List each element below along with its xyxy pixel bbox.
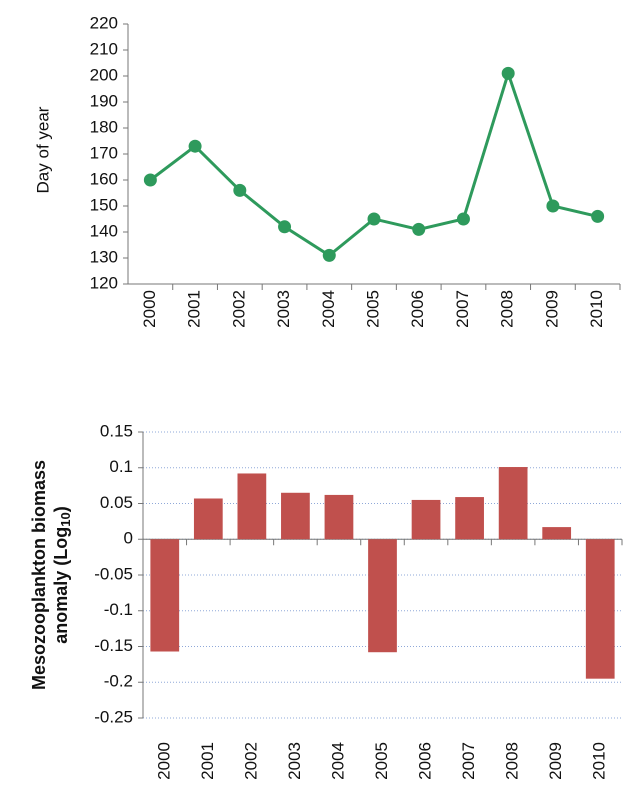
label-subscript: 10: [58, 512, 73, 526]
bar: [411, 499, 441, 540]
line: [149, 68, 598, 258]
x-tick-label: 2008: [503, 742, 522, 780]
y-tick-label: 170: [90, 143, 118, 162]
x-tick-label: 2001: [198, 742, 217, 780]
bar: [324, 494, 354, 540]
point: [322, 248, 336, 262]
y-tick-label: 0: [124, 529, 133, 548]
point: [367, 212, 381, 226]
y-axis-label: Day of year: [33, 106, 52, 193]
bar: [193, 498, 223, 540]
y-tick-label: 210: [90, 39, 118, 58]
point: [412, 222, 426, 236]
y-tick-label: 220: [90, 13, 118, 32]
x-tick-label: 2003: [274, 290, 293, 328]
bar: [368, 539, 397, 653]
y-tick-label: 130: [90, 247, 118, 266]
y-tick-label: -0.1: [104, 600, 133, 619]
y-tick-label: 0.15: [100, 421, 133, 440]
point: [233, 183, 247, 197]
x-tick-label: 2004: [328, 742, 347, 780]
y-tick-label: -0.15: [94, 636, 133, 655]
x-tick-label: 2006: [416, 742, 435, 780]
x-tick-label: 2009: [542, 290, 561, 328]
bar: [542, 527, 572, 540]
y-tick-label: -0.05: [94, 564, 133, 583]
y-tick-label: 120: [90, 273, 118, 292]
x-tick-label: 2002: [229, 290, 248, 328]
x-tick-label: 2010: [590, 742, 609, 780]
y-tick-label: 0.1: [109, 457, 133, 476]
bar: [150, 539, 180, 652]
x-tick-label: 2008: [498, 290, 517, 328]
x-tick-label: 2005: [372, 742, 391, 780]
point: [143, 173, 157, 187]
bar: [585, 539, 615, 679]
x-tick-label: 2005: [363, 290, 382, 328]
point: [188, 139, 202, 153]
y-tick-label: 160: [90, 169, 118, 188]
x-tick-label: 2001: [185, 290, 204, 328]
x-tick-label: 2004: [319, 290, 338, 328]
x-tick-label: 2006: [408, 290, 427, 328]
y-tick-label: 190: [90, 91, 118, 110]
x-tick-label: 2010: [587, 290, 606, 328]
label-part: ): [51, 506, 71, 512]
y-axis-label: anomaly (Log10): [51, 506, 74, 643]
y-tick-label: 0.05: [100, 493, 133, 512]
x-tick-label: 2009: [546, 742, 565, 780]
bar: [281, 492, 310, 540]
x-tick-label: 2007: [453, 290, 472, 328]
label-part: anomaly (Log: [51, 527, 71, 644]
y-tick-label: 150: [90, 195, 118, 214]
point: [278, 220, 292, 234]
x-tick-label: 2007: [459, 742, 478, 780]
y-tick-label: 180: [90, 117, 118, 136]
x-tick-label: 2000: [140, 290, 159, 328]
x-tick-label: 2002: [241, 742, 260, 780]
x-tick-label: 2000: [154, 742, 173, 780]
y-axis-label: Mesozooplankton biomass: [29, 460, 49, 690]
point: [501, 66, 515, 80]
bar: [455, 497, 484, 540]
point: [591, 209, 605, 223]
bar: [498, 467, 528, 540]
x-tick-label: 2003: [285, 742, 304, 780]
y-tick-label: 200: [90, 65, 118, 84]
point: [456, 212, 470, 226]
bar: [237, 473, 267, 540]
point: [546, 199, 560, 213]
y-tick-label: -0.2: [104, 672, 133, 691]
y-tick-label: -0.25: [94, 707, 133, 726]
y-tick-label: 140: [90, 221, 118, 240]
